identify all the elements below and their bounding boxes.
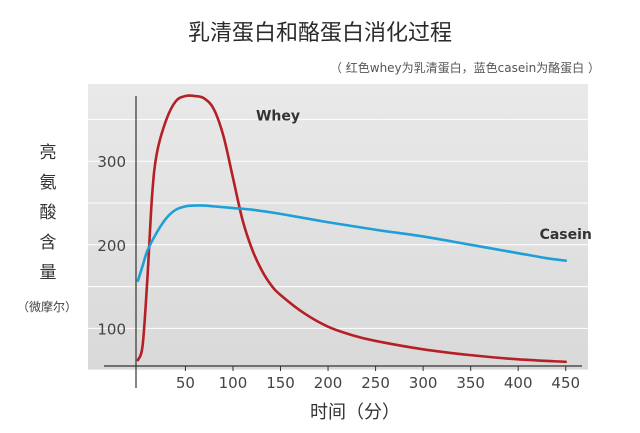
- plot-background: [88, 84, 588, 370]
- y-axis-unit: （微摩尔）: [17, 299, 77, 314]
- series-label-whey: Whey: [256, 108, 300, 124]
- x-tick-label: 150: [266, 374, 295, 392]
- series-layer: Whey Casein: [136, 94, 592, 364]
- y-axis-label-char: 亮: [40, 143, 57, 163]
- series-line-whey: [136, 94, 568, 364]
- axis-layer: [104, 96, 582, 388]
- y-tick-label: 300: [97, 153, 126, 171]
- chart-title: 乳清蛋白和酪蛋白消化过程: [188, 21, 452, 46]
- x-tick-label: 250: [361, 374, 390, 392]
- y-axis-label-char: 量: [40, 263, 57, 283]
- grid-layer: [88, 118, 588, 371]
- x-tick-label: 400: [504, 374, 533, 392]
- x-tick-label: 200: [314, 374, 343, 392]
- y-tick-label: 100: [97, 320, 126, 338]
- tick-layer: 50 100 150 200 250 300 350 400 450 100 200 300: [97, 153, 580, 392]
- x-axis-label: 时间（分）: [310, 402, 400, 423]
- y-axis-label-char: 酸: [40, 203, 57, 223]
- x-tick-label: 50: [176, 374, 195, 392]
- x-tick-label: 100: [219, 374, 248, 392]
- y-tick-label: 200: [97, 237, 126, 255]
- x-tick-label: 450: [551, 374, 580, 392]
- series-label-casein: Casein: [540, 227, 592, 243]
- x-tick-label: 350: [456, 374, 485, 392]
- chart-subtitle: （ 红色whey为乳清蛋白，蓝色casein为酪蛋白 ）: [330, 60, 600, 75]
- y-axis-label-char: 氨: [40, 173, 57, 193]
- x-tick-label: 300: [409, 374, 438, 392]
- series-line-casein: [136, 204, 568, 283]
- y-axis-label-char: 含: [40, 233, 57, 253]
